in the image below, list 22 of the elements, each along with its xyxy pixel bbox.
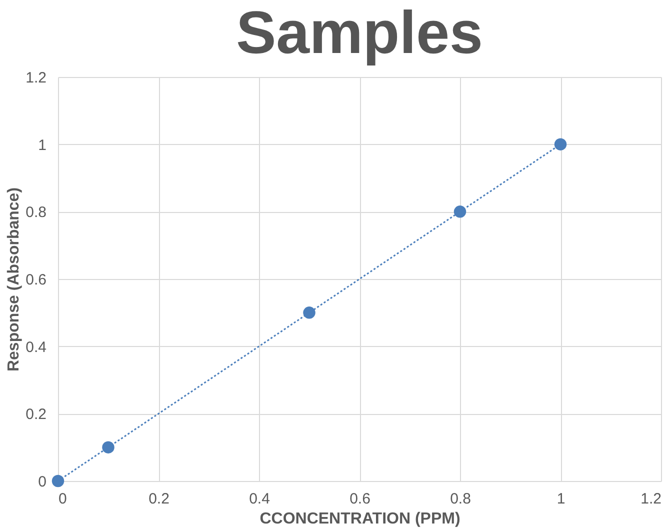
y-tick-label: 0.8 [26,204,46,222]
x-tick-label: 0.4 [249,490,270,508]
y-axis-title: Response (Absorbance) [6,187,23,372]
x-tick-label: 1 [556,490,566,508]
chart-title: Samples [236,0,483,66]
y-tick-label: 0.6 [26,272,46,288]
y-tick-label: 1 [38,136,46,154]
y-tick-label: 0.2 [26,406,46,424]
y-tick-label: 0 [38,474,46,490]
y-tick-label: 1.2 [26,70,46,86]
x-tick-label: 0 [58,490,67,508]
x-tick-label: 0.2 [148,490,170,508]
point [554,138,567,150]
x-tick-label: 1.2 [640,490,662,508]
point [102,441,114,454]
point [454,206,466,218]
x-tick-label: 0.8 [450,490,471,508]
x-tick-label: 0.6 [350,490,370,508]
point [52,474,64,488]
x-axis-title: CCONCENTRATION (PPM) [260,510,460,528]
point [303,306,316,319]
y-tick-label: 0.4 [26,338,46,356]
